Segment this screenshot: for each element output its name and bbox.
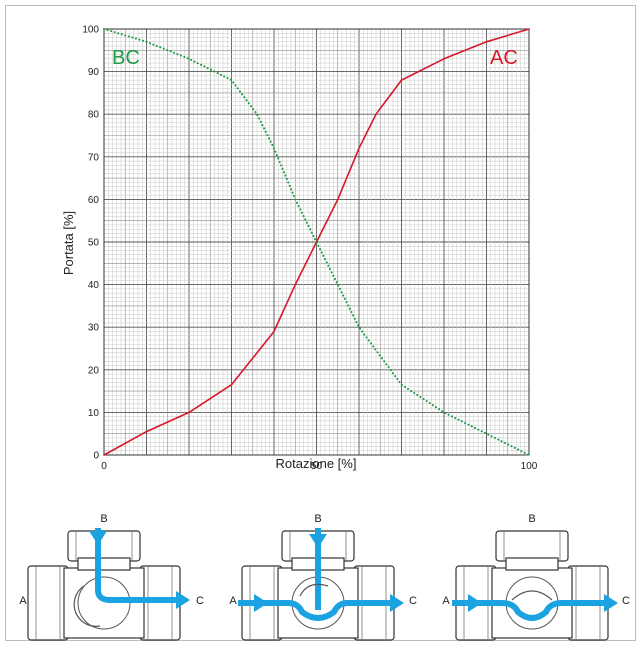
flow-arrow-down <box>309 534 327 548</box>
valve-top-neck <box>77 557 131 571</box>
flow-path-bc <box>95 528 184 603</box>
x-tick-label: 0 <box>101 461 107 472</box>
valve-body-3 <box>455 530 609 641</box>
valve1-port-b-label: B <box>100 513 107 525</box>
y-tick-label: 60 <box>88 195 100 206</box>
y-tick-label: 20 <box>88 365 100 376</box>
plot-border <box>103 28 530 456</box>
flow-arrows <box>73 528 618 627</box>
y-tick-label: 0 <box>93 451 99 462</box>
y-tick-label: 40 <box>88 280 100 291</box>
flow-arrow-down <box>89 531 107 545</box>
y-axis-label: Portata [%] <box>61 211 76 275</box>
y-tick-label: 80 <box>88 110 100 121</box>
chart-grid <box>103 28 530 456</box>
flow-arrow-right <box>604 594 618 612</box>
valve1-port-c-label: C <box>196 595 204 607</box>
y-tick-label: 90 <box>88 67 100 78</box>
flow-arrow-right <box>176 591 190 609</box>
valve2-port-c-label: C <box>409 595 417 607</box>
x-axis-label: Rotazione [%] <box>276 456 357 471</box>
series-label-bc: BC <box>112 47 140 69</box>
y-tick-label: 10 <box>88 408 100 419</box>
y-tick-label: 50 <box>88 238 100 249</box>
valve3-port-c-label: C <box>622 595 630 607</box>
valve1-port-a-label: A <box>19 595 27 607</box>
valve-top-neck <box>505 557 559 571</box>
flow-arrow-right <box>390 594 404 612</box>
valve2-port-a-label: A <box>229 595 237 607</box>
series-label-ac: AC <box>490 47 518 69</box>
flow-path-ac <box>238 600 398 621</box>
series-line-ac <box>103 28 530 456</box>
valve2-port-b-label: B <box>314 513 321 525</box>
valve-body-1 <box>27 530 181 641</box>
flow-arrow-right <box>254 594 268 612</box>
valve3-ball-seal <box>511 590 553 601</box>
x-tick-label: 100 <box>521 461 538 472</box>
valve3-port-b-label: B <box>528 513 535 525</box>
flow-arrow-right <box>468 594 482 612</box>
valve2-ball-seal <box>299 583 329 597</box>
valve-end-left <box>27 565 69 641</box>
y-tick-label: 70 <box>88 152 100 163</box>
flow-path-ac <box>452 600 612 621</box>
valve3-port-a-label: A <box>442 595 450 607</box>
chart-marks <box>103 28 530 456</box>
valve1-ball-seal <box>73 585 101 627</box>
y-tick-label: 30 <box>88 323 100 334</box>
x-tick-label: 50 <box>311 461 323 472</box>
valve-top-connector <box>495 530 569 562</box>
chart-ticks: 0 10 20 30 40 50 60 70 80 90 100 0 50 100 <box>82 25 537 473</box>
y-tick-label: 100 <box>82 25 99 36</box>
